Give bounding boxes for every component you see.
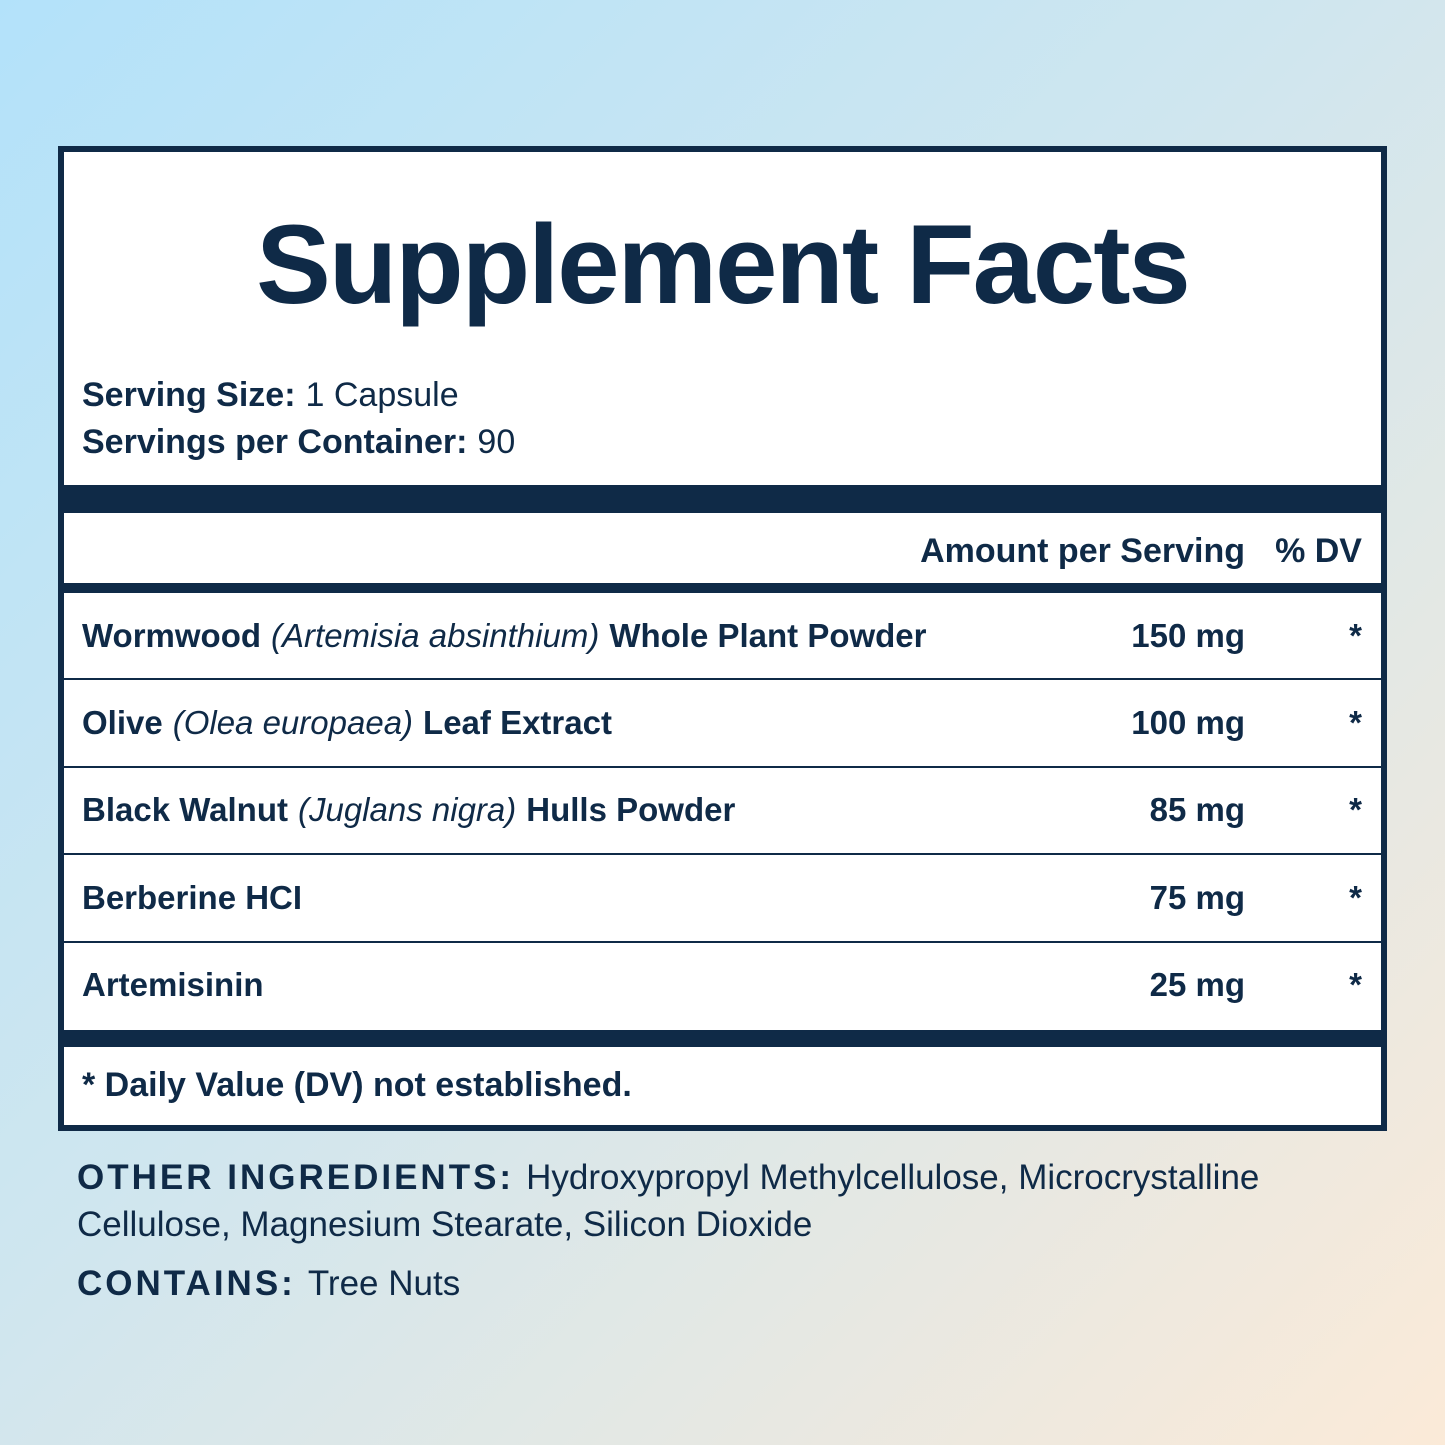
text: Tree Nuts — [307, 1264, 461, 1303]
common-name: Berberine HCI — [82, 878, 303, 916]
label: OTHER INGREDIENTS: — [77, 1158, 515, 1197]
text: Hydroxypropyl Methylcellulose, Microcrys… — [77, 1158, 1260, 1244]
amount: 100 mg — [1131, 704, 1245, 742]
common-name: Black Walnut — [82, 791, 288, 829]
ingredient-name: Berberine HCI — [82, 879, 302, 917]
plant-part: Hulls Powder — [526, 791, 736, 829]
value: 1 Capsule — [305, 376, 459, 414]
daily-value: * — [1349, 704, 1362, 742]
latin-name: (Artemisia absinthium) — [271, 616, 600, 654]
ingredient-row: Olive (Olea europaea) Leaf Extract 100 mg * — [64, 680, 1381, 768]
common-name: Wormwood — [82, 616, 262, 654]
label: Serving Size: — [82, 376, 296, 414]
divider — [58, 485, 1387, 513]
daily-value: * — [1349, 791, 1362, 829]
value: 90 — [477, 423, 516, 461]
amount: 85 mg — [1149, 791, 1245, 829]
amount: 75 mg — [1149, 878, 1245, 916]
ingredient-row: Berberine HCI 75 mg * — [64, 855, 1381, 943]
amount: 25 mg — [1149, 966, 1245, 1004]
daily-value: * — [1349, 966, 1362, 1004]
contains: CONTAINS: Tree Nuts — [77, 1260, 1277, 1307]
label: Servings per Container: — [82, 423, 468, 461]
facts-panel — [58, 146, 1387, 1131]
divider — [58, 1030, 1387, 1047]
servings-per-container: Servings per Container: 90 — [82, 423, 515, 462]
latin-name: (Juglans nigra) — [297, 791, 517, 829]
plant-part: Leaf Extract — [423, 704, 612, 742]
divider — [58, 583, 1387, 593]
latin-name: (Olea europaea) — [172, 704, 414, 742]
amount-header: Amount per Serving — [920, 532, 1245, 570]
dv-header: % DV — [1275, 532, 1362, 570]
ingredient-row: Artemisinin 25 mg * — [64, 943, 1381, 1030]
daily-value: * — [1349, 878, 1362, 916]
footnote: * Daily Value (DV) not established. — [82, 1066, 632, 1104]
common-name: Olive — [82, 704, 163, 742]
ingredient-row: Black Walnut (Juglans nigra) Hulls Powder 8… — [64, 768, 1381, 856]
amount: 150 mg — [1131, 616, 1245, 654]
ingredient-name: Wormwood (Artemisia absinthium) Whole Plan… — [82, 617, 927, 655]
serving-size: Serving Size: 1 Capsule — [82, 376, 459, 415]
plant-part: Whole Plant Powder — [609, 616, 927, 654]
ingredient-name: Artemisinin — [82, 966, 264, 1004]
daily-value: * — [1349, 616, 1362, 654]
ingredient-row: Wormwood (Artemisia absinthium) Whole Plan… — [64, 593, 1381, 681]
label: CONTAINS: — [77, 1264, 296, 1303]
common-name: Artemisinin — [82, 966, 264, 1004]
ingredient-name: Olive (Olea europaea) Leaf Extract — [82, 704, 612, 742]
other-ingredients: OTHER INGREDIENTS: Hydroxypropyl Methylce… — [77, 1154, 1277, 1248]
ingredient-name: Black Walnut (Juglans nigra) Hulls Powder — [82, 791, 735, 829]
title: Supplement Facts — [256, 202, 1191, 327]
